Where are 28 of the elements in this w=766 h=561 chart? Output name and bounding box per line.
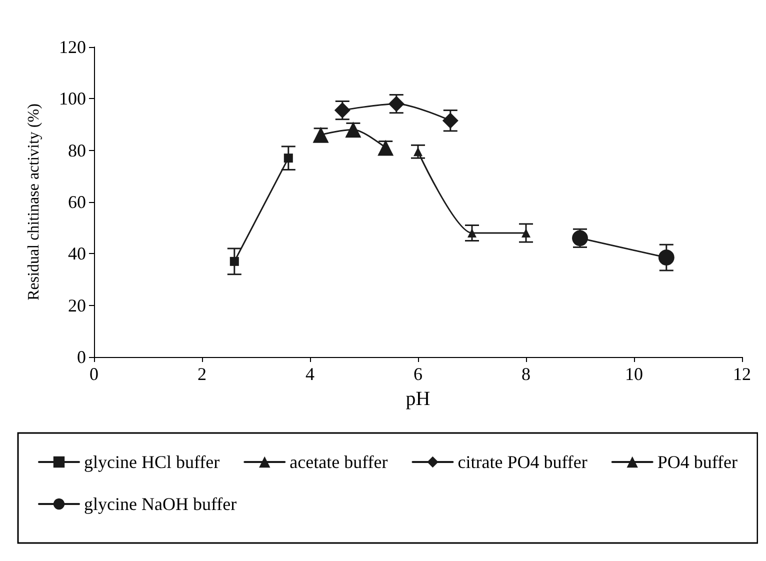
- legend-label: PO4 buffer: [657, 452, 738, 472]
- legend-label: acetate buffer: [290, 452, 388, 472]
- x-tick-label: 0: [90, 364, 98, 384]
- legend-label: glycine HCl buffer: [84, 452, 220, 472]
- x-tick-label: 10: [625, 364, 643, 384]
- x-tick-label: 12: [733, 364, 751, 384]
- x-axis-title: pH: [406, 388, 430, 410]
- point: [414, 147, 422, 156]
- point: [230, 256, 239, 266]
- y-tick-label: 20: [68, 295, 86, 316]
- point: [284, 154, 293, 163]
- point: [522, 228, 530, 238]
- y-axis-title: Residual chitinase activity (%): [26, 104, 42, 300]
- x-tick-label: 2: [198, 364, 206, 384]
- point: [468, 228, 476, 238]
- y-tick-label: 40: [68, 244, 86, 264]
- y-tick-label: 80: [68, 140, 86, 160]
- point: [658, 250, 674, 266]
- y-tick-label: 120: [59, 37, 86, 57]
- point: [442, 112, 458, 129]
- legend-label: citrate PO4 buffer: [458, 452, 588, 472]
- y-tick-label: 0: [77, 347, 86, 367]
- x-tick-label: 8: [522, 364, 530, 384]
- x-tick-label: 4: [306, 364, 314, 384]
- legend-label: glycine NaOH buffer: [84, 494, 237, 514]
- y-tick-label: 100: [59, 88, 86, 109]
- x-tick-label: 6: [414, 364, 422, 384]
- y-tick-label: 60: [68, 192, 86, 212]
